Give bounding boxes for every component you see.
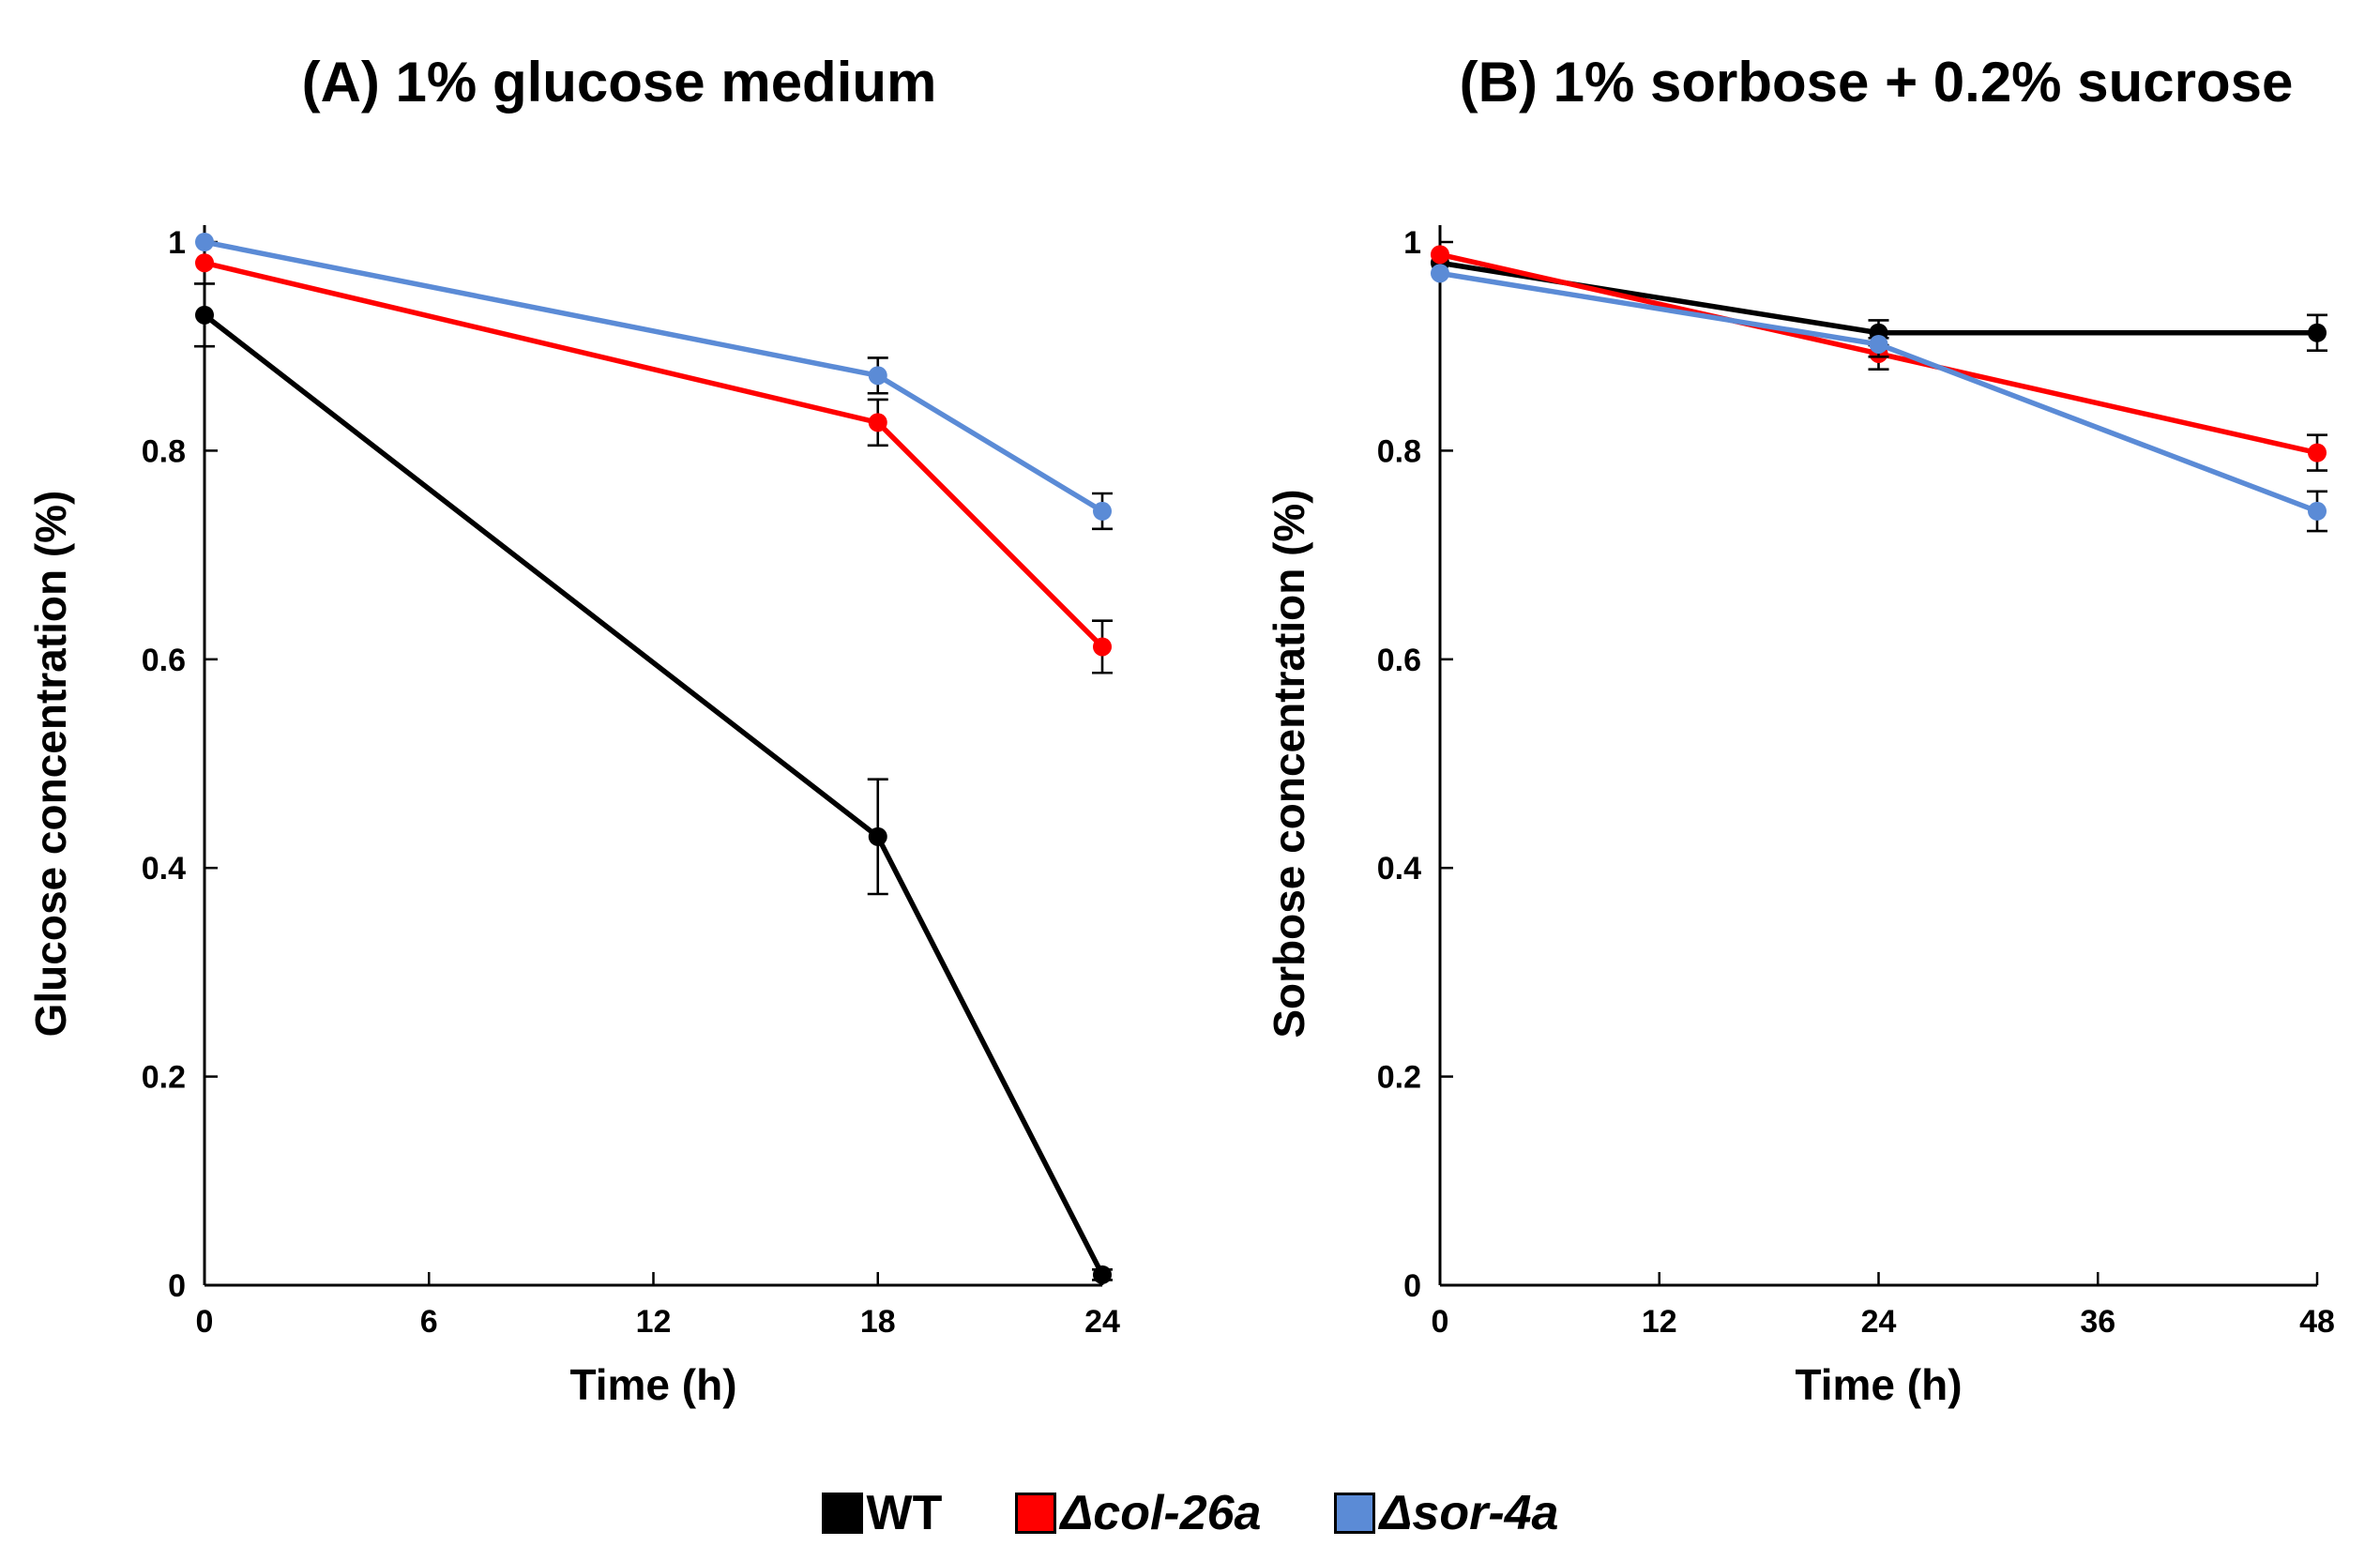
y-axis-label: Sorbose concentration (%) [1265, 489, 1313, 1038]
y-tick-label: 0.2 [1377, 1060, 1421, 1096]
y-tick-label: 0 [1403, 1268, 1421, 1304]
legend: WT Δcol-26a Δsor-4a [0, 1480, 2380, 1546]
y-tick-label: 0.8 [1377, 433, 1421, 469]
data-point-wt [868, 826, 887, 846]
x-tick-label: 12 [1642, 1304, 1677, 1340]
legend-swatch-sor-4a [1334, 1493, 1376, 1534]
series-sor-4a [195, 233, 1113, 531]
y-axis-label: Glucose concentration (%) [26, 491, 75, 1038]
y-tick-label: 0.6 [142, 643, 186, 678]
y-tick-label: 0.8 [142, 433, 186, 469]
data-point-wt [1093, 1265, 1112, 1284]
data-point-col-26a [2308, 443, 2327, 462]
data-point-wt [2308, 323, 2327, 342]
data-point-col-26a [1431, 245, 1449, 265]
series-line-sor-4a [1437, 270, 2320, 514]
legend-label-sor-4a: Δsor-4a [1379, 1486, 1559, 1540]
chart-title: (B) 1% sorbose + 0.2% sucrose [1460, 51, 2294, 114]
x-tick-label: 12 [636, 1304, 672, 1340]
y-tick-label: 0.2 [142, 1060, 186, 1096]
legend-label-col-26a: Δcol-26a [1060, 1486, 1262, 1540]
legend-swatch-col-26a [1015, 1493, 1057, 1534]
data-point-wt [195, 305, 214, 325]
series-wt [194, 282, 1113, 1284]
x-tick-label: 0 [1432, 1304, 1449, 1340]
panel-a: (A) 1% glucose medium 0 6 12 18 24 0 0.2 0.4 0.6 0… [26, 51, 1120, 1409]
x-tick-label: 24 [1084, 1304, 1120, 1340]
x-axis-label: Time (h) [569, 1360, 736, 1409]
series-line-sor-4a [202, 239, 1105, 514]
legend-label-wt: WT [866, 1486, 943, 1540]
series-line-wt [202, 312, 1105, 1278]
y-tick-label: 0 [168, 1268, 186, 1304]
x-tick-label: 18 [860, 1304, 896, 1340]
y-tick-label: 1 [1403, 225, 1421, 261]
chart-title: (A) 1% glucose medium [302, 51, 937, 114]
series-line-col-26a [202, 260, 1105, 650]
data-point-sor-4a [195, 233, 214, 251]
panel-b: (B) 1% sorbose + 0.2% sucrose 0 12 24 36 48 0 0… [1265, 51, 2335, 1409]
y-tick-label: 0.4 [142, 851, 186, 887]
legend-item-sor-4a: Δsor-4a [1334, 1489, 1558, 1538]
legend-item-col-26a: Δcol-26a [1015, 1489, 1261, 1538]
data-point-sor-4a [868, 366, 887, 386]
x-tick-label: 36 [2080, 1304, 2115, 1340]
data-point-col-26a [1093, 637, 1112, 657]
x-tick-label: 24 [1861, 1304, 1897, 1340]
series-sor-4a [1431, 264, 2327, 533]
data-point-col-26a [195, 253, 214, 273]
x-tick-label: 48 [2299, 1304, 2335, 1340]
data-point-sor-4a [2308, 501, 2327, 521]
data-point-sor-4a [1869, 334, 1888, 354]
data-point-sor-4a [1093, 501, 1112, 521]
legend-swatch-wt [821, 1493, 863, 1534]
y-tick-label: 0.4 [1377, 851, 1421, 887]
legend-item-wt: WT [821, 1486, 943, 1540]
data-point-sor-4a [1431, 264, 1449, 283]
x-tick-label: 6 [420, 1304, 438, 1340]
x-axis-label: Time (h) [1795, 1360, 1962, 1409]
series-col-26a [195, 253, 1113, 674]
y-tick-label: 1 [168, 225, 186, 261]
data-point-col-26a [868, 413, 887, 432]
y-tick-label: 0.6 [1377, 643, 1421, 678]
x-tick-label: 0 [196, 1304, 214, 1340]
